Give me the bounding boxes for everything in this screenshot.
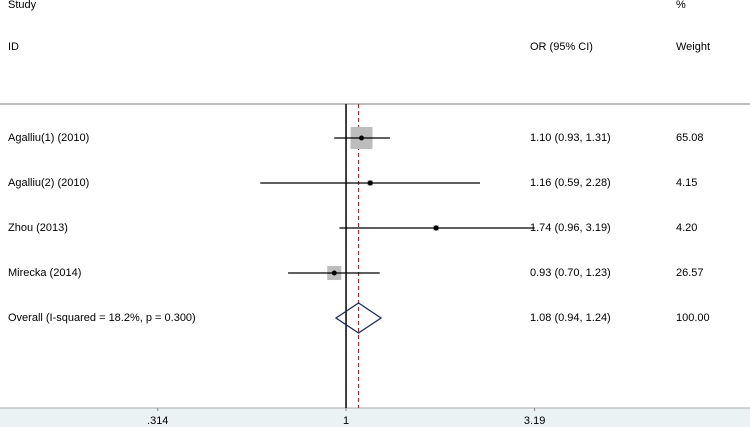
weight-label: 4.20 [676,222,697,234]
weight-label: 26.57 [676,267,704,279]
weight-label: 65.08 [676,132,704,144]
weight-label: 4.15 [676,177,697,189]
ci-label: 1.10 (0.93, 1.31) [530,132,611,144]
overall-ci-label: 1.08 (0.94, 1.24) [530,312,611,324]
x-tick-label: 3.19 [524,415,545,427]
x-tick-label: .314 [147,415,168,427]
x-tick-label: 1 [343,415,349,427]
overall-weight-label: 100.00 [676,312,710,324]
point-estimate [359,135,365,141]
ci-label: 1.16 (0.59, 2.28) [530,177,611,189]
study-label: Zhou (2013) [8,222,68,234]
header-estimate: OR (95% CI) [530,41,593,53]
overall-label: Overall (I-squared = 18.2%, p = 0.300) [8,312,196,324]
header-weight: Weight [676,41,710,53]
point-estimate [367,180,373,186]
header-percent: % [676,0,686,11]
study-label: Agalliu(1) (2010) [8,132,89,144]
header-id: ID [8,41,19,53]
study-label: Agalliu(2) (2010) [8,177,89,189]
overall-diamond [334,302,383,334]
ci-label: 0.93 (0.70, 1.23) [530,267,611,279]
point-estimate [433,225,439,231]
point-estimate [331,270,337,276]
axis-band [0,408,750,427]
ci-label: 1.74 (0.96, 3.19) [530,222,611,234]
study-label: Mirecka (2014) [8,267,81,279]
header-study: Study [8,0,37,11]
